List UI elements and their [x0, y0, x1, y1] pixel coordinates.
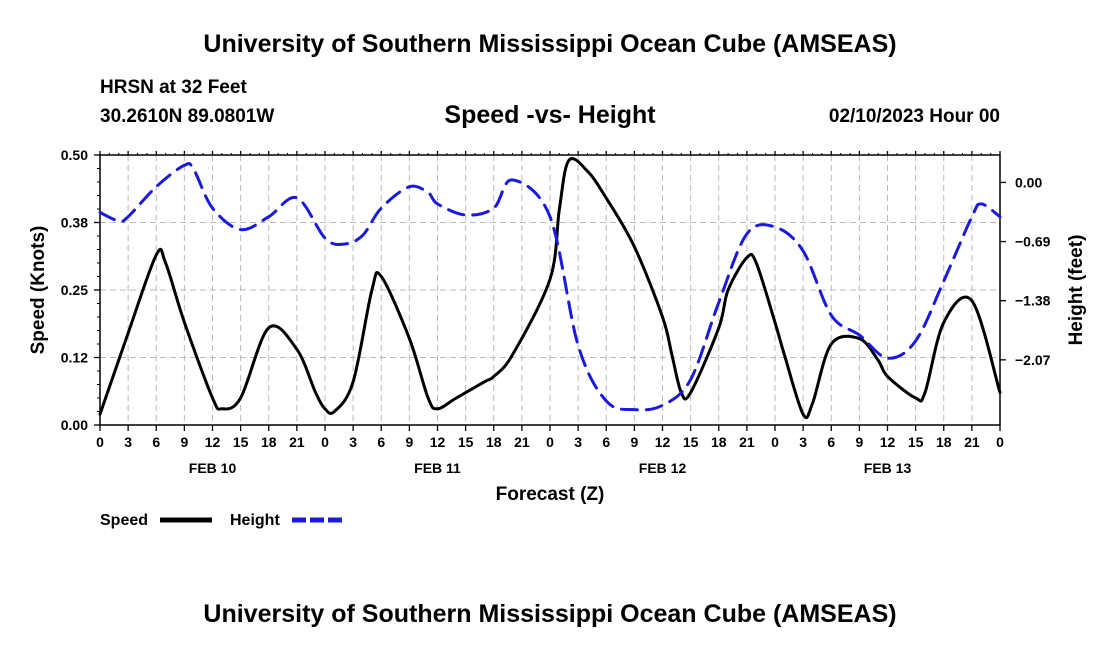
y2-tick-label: −2.07	[1015, 352, 1051, 368]
x-tick-label: 15	[458, 434, 474, 450]
chart-subtitle: Speed -vs- Height	[444, 101, 656, 129]
x-tick-label: 9	[405, 434, 413, 450]
x-tick-label: 6	[602, 434, 610, 450]
x-tick-label: 3	[349, 434, 357, 450]
speed-series-line	[98, 157, 1002, 420]
x-tick-label: 21	[514, 434, 530, 450]
x-tick-label: 18	[936, 434, 952, 450]
y-tick-label: 0.38	[61, 215, 88, 231]
x-tick-label: 15	[683, 434, 699, 450]
legend: Speed Height	[100, 512, 344, 529]
y2-tick-label: −0.69	[1015, 234, 1051, 250]
legend-label-speed: Speed	[100, 512, 148, 529]
y2-tick-label: −1.38	[1015, 293, 1051, 309]
y-axis-title: Speed (Knots)	[28, 226, 49, 355]
x-tick-label: 9	[630, 434, 638, 450]
forecast-datetime: 02/10/2023 Hour 00	[828, 106, 1000, 127]
grid	[100, 155, 1000, 425]
station-label: HRSN at 32 Feet	[100, 77, 247, 98]
x-tick-label: 6	[152, 434, 160, 450]
main-title: University of Southern Mississippi Ocean…	[203, 30, 897, 58]
y2-tick-label: 0.00	[1015, 174, 1042, 190]
y2-axis-title: Height (feet)	[1066, 235, 1087, 346]
x-tick-label: 0	[771, 434, 779, 450]
x-tick-label: 15	[908, 434, 924, 450]
x-tick-label: 15	[233, 434, 249, 450]
x-tick-label: 18	[711, 434, 727, 450]
x-tick-label: 12	[655, 434, 671, 450]
legend-label-height: Height	[230, 512, 280, 529]
day-label: FEB 11	[414, 460, 461, 476]
x-tick-label: 21	[964, 434, 980, 450]
day-label: FEB 12	[639, 460, 687, 476]
y-tick-label: 0.50	[61, 147, 88, 163]
y-tick-label: 0.25	[61, 282, 88, 298]
x-tick-label: 3	[799, 434, 807, 450]
x-tick-label: 12	[205, 434, 221, 450]
x-tick-label: 18	[261, 434, 277, 450]
x-tick-label: 12	[430, 434, 446, 450]
day-label: FEB 10	[189, 460, 237, 476]
x-axis-title: Forecast (Z)	[496, 484, 605, 505]
y-tick-label: 0.00	[61, 417, 88, 433]
x-tick-label: 3	[574, 434, 582, 450]
x-tick-label: 0	[546, 434, 554, 450]
station-coordinates: 30.2610N 89.0801W	[100, 106, 275, 127]
x-tick-label: 0	[996, 434, 1004, 450]
x-tick-label: 9	[855, 434, 863, 450]
day-label: FEB 13	[864, 460, 912, 476]
axes: 0 3 6 9 12 15 18 21 0 3 6 9 12 15 18 21 0 3 6 9 12 15 18 21 0 3 6 9…	[28, 147, 1087, 505]
y-tick-label: 0.12	[61, 350, 88, 366]
x-tick-label: 6	[827, 434, 835, 450]
x-tick-label: 0	[96, 434, 104, 450]
series-layer	[98, 157, 1002, 420]
height-series-line	[98, 162, 1002, 412]
x-tick-label: 0	[321, 434, 329, 450]
x-tick-label: 3	[124, 434, 132, 450]
x-tick-label: 18	[486, 434, 502, 450]
x-tick-label: 9	[180, 434, 188, 450]
x-tick-label: 6	[377, 434, 385, 450]
x-tick-label: 21	[739, 434, 755, 450]
x-tick-label: 21	[289, 434, 305, 450]
x-tick-label: 12	[880, 434, 896, 450]
footer-title: University of Southern Mississippi Ocean…	[203, 600, 897, 628]
